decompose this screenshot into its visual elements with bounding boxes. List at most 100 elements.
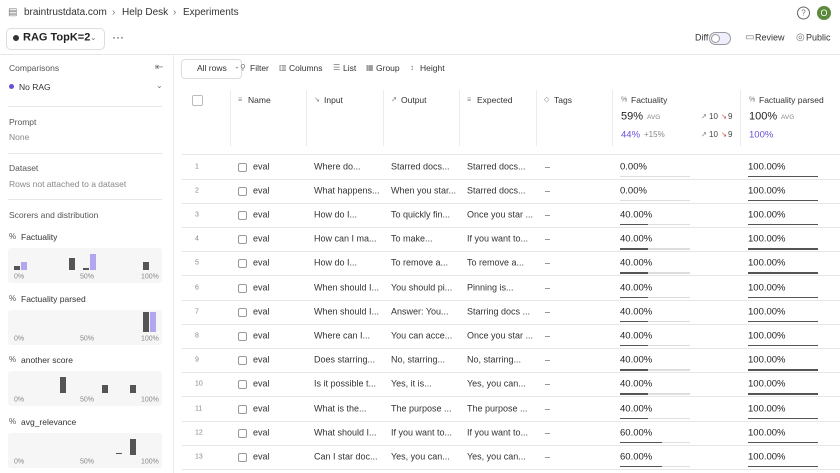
column-header[interactable]: Name [248,94,271,105]
cell-score[interactable]: 40.00% [620,330,653,342]
diff-toggle[interactable] [709,32,731,45]
cell-input[interactable]: Is it possible t... [314,378,377,389]
cell-score[interactable]: 0.00% [620,184,647,196]
breadcrumb[interactable]: Experiments [183,7,239,18]
cell-output[interactable]: To quickly fin... [391,209,451,220]
column-header[interactable]: Output [401,94,427,105]
cell-input[interactable]: Does starring... [314,354,376,365]
cell-input[interactable]: When should I... [314,306,380,317]
cell-expected[interactable]: To remove a... [467,257,525,268]
column-header[interactable]: Expected [477,94,513,105]
toolbar-button[interactable]: Filter [250,62,269,73]
cell-output[interactable]: To make... [391,233,433,244]
cell-input[interactable]: When should I... [314,282,380,292]
cell-input[interactable]: How do I... [314,257,358,268]
column-header[interactable]: Input [324,94,343,105]
toolbar-button[interactable]: Height [420,62,445,73]
cell-expected[interactable]: No, starring... [467,354,522,365]
cell-expected[interactable]: Once you star ... [467,209,534,220]
toolbar-button[interactable]: Group [376,62,400,73]
cell-score[interactable]: 100.00% [748,354,786,366]
cell-input[interactable]: What should I... [314,427,377,438]
cell-input[interactable]: Can I star doc... [314,451,378,462]
cell-score[interactable]: 100.00% [748,402,786,414]
select-all-checkbox[interactable] [192,95,203,106]
cell-name[interactable]: eval [253,378,270,389]
help-icon[interactable]: ? [797,6,810,20]
cell-expected[interactable]: Once you star ... [467,330,534,341]
cell-score[interactable]: 100.00% [748,330,786,342]
cell-output[interactable]: To remove a... [391,257,449,268]
cell-expected[interactable]: Yes, you can... [467,378,526,389]
experiment-selector[interactable] [6,28,105,50]
cell-output[interactable]: If you want to... [391,427,453,438]
cell-score[interactable]: 100.00% [748,451,786,463]
column-header[interactable]: Factuality [631,94,668,105]
cell-score[interactable]: 40.00% [620,402,653,414]
cell-output[interactable]: The purpose ... [391,403,452,413]
cell-score[interactable]: 40.00% [620,233,653,245]
cell-input[interactable]: What happens... [314,185,380,196]
cell-output[interactable]: When you star... [391,185,457,196]
cell-score[interactable]: 100.00% [748,184,786,196]
cell-score[interactable]: 100.00% [748,209,786,221]
more-button[interactable]: ··· [112,30,124,44]
breadcrumb[interactable]: Help Desk [122,7,169,18]
cell-input[interactable]: How do I... [314,209,358,220]
cell-name[interactable]: eval [253,451,270,462]
cell-input[interactable]: How can I ma... [314,233,377,244]
cell-input[interactable]: What is the... [314,403,367,413]
cell-score[interactable]: 40.00% [620,281,653,293]
cell-name[interactable]: eval [253,354,270,365]
cell-score[interactable]: 0.00% [620,160,647,172]
cell-name[interactable]: eval [253,257,270,268]
cell-score[interactable]: 100.00% [748,378,786,390]
cell-score[interactable]: 60.00% [620,426,653,438]
cell-score[interactable]: 100.00% [748,233,786,245]
cell-output[interactable]: Yes, you can... [391,451,450,462]
all-rows-button[interactable] [181,59,242,79]
avatar[interactable]: O [817,6,831,20]
cell-output[interactable]: No, starring... [391,354,446,365]
cell-score[interactable]: 40.00% [620,305,653,317]
cell-expected[interactable]: Yes, you can... [467,451,526,462]
review-button[interactable]: Review [755,32,785,43]
cell-name[interactable]: eval [253,330,270,341]
cell-score[interactable]: 100.00% [748,160,786,172]
cell-name[interactable]: eval [253,403,270,413]
cell-name[interactable]: eval [253,306,270,317]
cell-expected[interactable]: Starred docs... [467,185,526,196]
comparison-name[interactable]: No RAG [19,81,51,92]
public-button[interactable]: Public [806,32,831,43]
cell-score[interactable]: 100.00% [748,281,786,293]
cell-score[interactable]: 40.00% [620,378,653,390]
cell-score[interactable]: 40.00% [620,354,653,366]
column-header[interactable]: Factuality parsed [759,94,824,105]
toolbar-button[interactable]: List [343,62,357,73]
cell-input[interactable]: Where do... [314,161,361,171]
toolbar-button[interactable]: Columns [289,62,323,73]
breadcrumb[interactable]: braintrustdata.com [24,7,107,18]
cell-score[interactable]: 100.00% [748,305,786,317]
cell-output[interactable]: Starred docs... [391,161,450,171]
experiment-name[interactable]: RAG TopK=2 [23,31,91,44]
cell-expected[interactable]: If you want to... [467,427,529,438]
cell-output[interactable]: Answer: You... [391,306,449,317]
toolbar-button[interactable]: All rows [197,62,227,73]
cell-input[interactable]: Where can I... [314,330,371,341]
cell-name[interactable]: eval [253,282,270,292]
cell-score[interactable]: 60.00% [620,451,653,463]
cell-name[interactable]: eval [253,427,270,438]
cell-expected[interactable]: If you want to... [467,233,529,244]
cell-output[interactable]: You should pi... [391,282,453,292]
cell-score[interactable]: 100.00% [748,426,786,438]
cell-expected[interactable]: Pinning is... [467,282,514,292]
cell-score[interactable]: 40.00% [620,257,653,269]
cell-score[interactable]: 100.00% [748,257,786,269]
cell-name[interactable]: eval [253,161,270,171]
cell-expected[interactable]: The purpose ... [467,403,528,413]
cell-output[interactable]: You can acce... [391,330,453,341]
cell-name[interactable]: eval [253,209,270,220]
cell-name[interactable]: eval [253,233,270,244]
cell-output[interactable]: Yes, it is... [391,378,432,389]
